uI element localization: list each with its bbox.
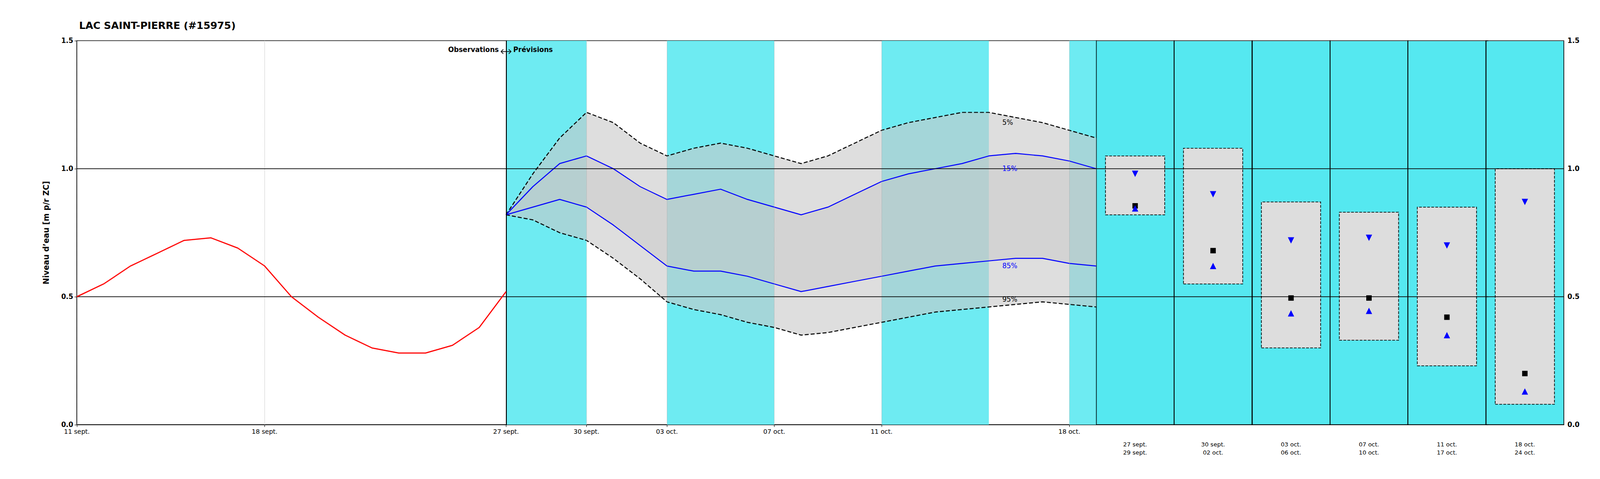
svg-text:02 oct.: 02 oct. — [1203, 448, 1224, 456]
svg-text:30 sept.: 30 sept. — [573, 427, 600, 435]
svg-text:Prévisions: Prévisions — [513, 45, 553, 54]
svg-text:11 oct.: 11 oct. — [870, 427, 893, 435]
svg-text:27 sept.: 27 sept. — [1123, 440, 1147, 448]
svg-text:24 oct.: 24 oct. — [1514, 448, 1535, 456]
svg-text:11 oct.: 11 oct. — [1436, 440, 1458, 448]
svg-text:03 oct.: 03 oct. — [1280, 440, 1302, 448]
svg-text:Observations: Observations — [448, 45, 499, 54]
svg-text:11 sept.: 11 sept. — [64, 427, 90, 435]
svg-text:1.5: 1.5 — [61, 36, 74, 45]
svg-text:03 oct.: 03 oct. — [656, 427, 678, 435]
svg-text:Niveau d’eau [m p/r ZC]: Niveau d’eau [m p/r ZC] — [41, 180, 51, 284]
svg-text:06 oct.: 06 oct. — [1280, 448, 1302, 456]
svg-text:0.0: 0.0 — [1567, 420, 1580, 429]
svg-text:LAC SAINT-PIERRE (#15975): LAC SAINT-PIERRE (#15975) — [79, 19, 236, 32]
svg-text:18 sept.: 18 sept. — [251, 427, 278, 435]
svg-text:0.5: 0.5 — [61, 292, 74, 301]
svg-text:95%: 95% — [1002, 295, 1018, 304]
svg-text:15%: 15% — [1002, 164, 1018, 173]
svg-text:18 oct.: 18 oct. — [1058, 427, 1081, 435]
svg-text:0.5: 0.5 — [1567, 292, 1580, 301]
svg-text:1.0: 1.0 — [61, 164, 74, 173]
svg-text:29 sept.: 29 sept. — [1123, 448, 1147, 456]
svg-text:30 sept.: 30 sept. — [1201, 440, 1226, 448]
svg-text:07 oct.: 07 oct. — [763, 427, 785, 435]
svg-text:1.0: 1.0 — [1567, 164, 1580, 173]
svg-text:85%: 85% — [1002, 261, 1018, 270]
svg-text:18 oct.: 18 oct. — [1514, 440, 1535, 448]
svg-text:27 sept.: 27 sept. — [493, 427, 520, 435]
svg-text:5%: 5% — [1002, 118, 1014, 127]
svg-text:0.0: 0.0 — [61, 420, 74, 429]
svg-text:10 oct.: 10 oct. — [1358, 448, 1379, 456]
svg-text:1.5: 1.5 — [1567, 36, 1580, 45]
svg-text:07 oct.: 07 oct. — [1358, 440, 1379, 448]
svg-text:17 oct.: 17 oct. — [1436, 448, 1458, 456]
